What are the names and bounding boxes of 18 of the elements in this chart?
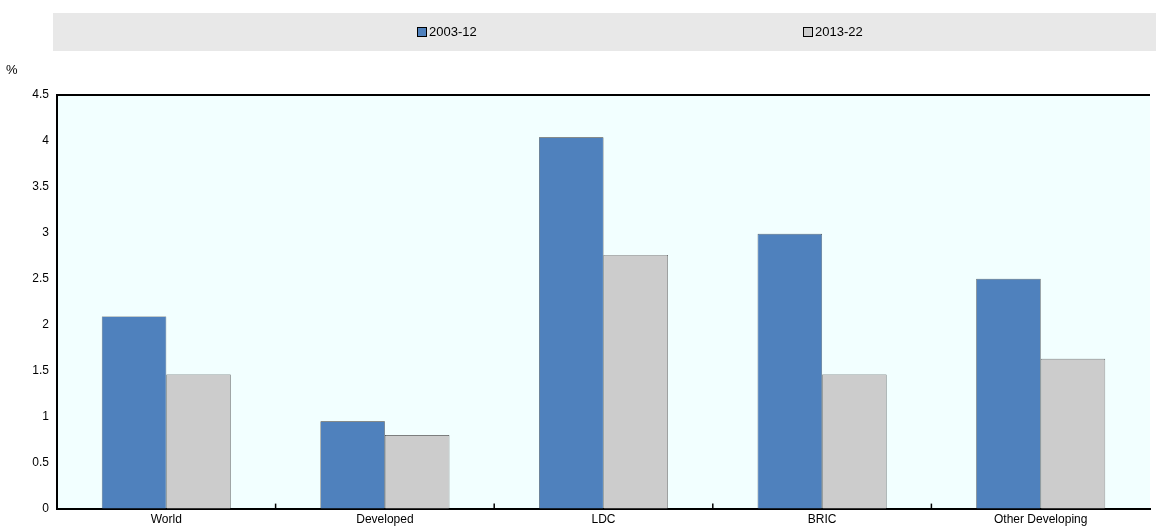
y-tick-label: 4.5 [32, 87, 50, 102]
y-tick-label: 0 [42, 500, 50, 515]
x-tick-label: World [150, 512, 182, 527]
y-tick-label: 2.5 [32, 271, 50, 286]
y-tick-label: 1.5 [32, 363, 50, 378]
x-tick-label: LDC [591, 512, 616, 527]
y-tick-label: 0.5 [32, 454, 50, 469]
y-tick-label: 3.5 [32, 179, 50, 194]
y-tick-label: 1 [42, 409, 50, 423]
x-tick-label: Developed [356, 512, 414, 527]
y-tick-label: 4 [42, 133, 50, 148]
y-axis-title: % [6, 62, 18, 77]
x-tick-label: Other Developing [994, 512, 1088, 527]
y-tick-label: 2 [42, 317, 50, 332]
legend-label: 2013-22 [815, 24, 863, 39]
y-tick-label: 3 [42, 225, 50, 240]
x-tick-label: BRIC [807, 512, 837, 527]
legend-label: 2003-12 [428, 24, 477, 39]
